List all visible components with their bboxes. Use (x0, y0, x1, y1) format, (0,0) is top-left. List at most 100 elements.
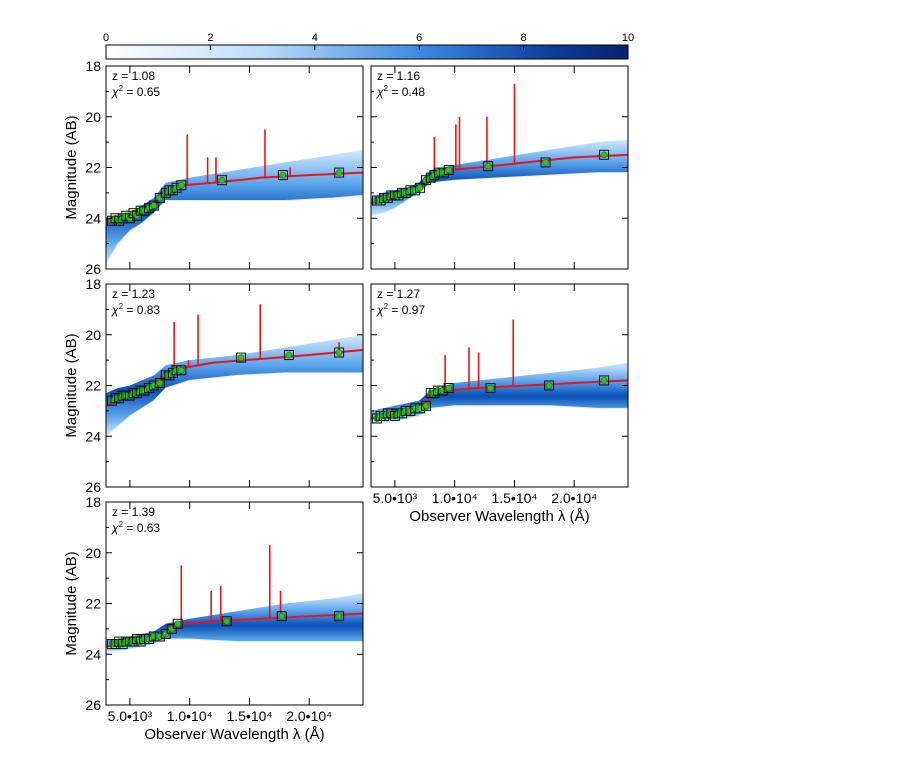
model-flux-box (176, 180, 187, 191)
y-tick-label: 24 (85, 646, 101, 662)
y-tick-label: 18 (85, 494, 101, 510)
y-tick-label: 26 (85, 479, 101, 495)
chi-symbol: χ (111, 85, 119, 99)
chi-exponent: 2 (119, 302, 124, 311)
chi-value: = 0.97 (388, 303, 425, 317)
panel-5: 18 20 22 24 26 5.0•10³ 1.0•10⁴ 1.5•10⁴ 2.0•10⁴ z … (63, 494, 364, 743)
photometry-point (218, 176, 226, 184)
model-flux-box (483, 161, 494, 172)
photometry-point (445, 166, 452, 174)
colorbar-ticks: 0 2 4 6 8 10 (103, 32, 634, 50)
photometry-point (279, 171, 287, 179)
model-flux-box (283, 350, 294, 361)
x-tick-label: 1.0•10⁴ (167, 708, 213, 724)
photometry-point (178, 366, 185, 374)
probability-band (106, 334, 363, 437)
photometry-point (484, 162, 492, 170)
redshift-label: z = 1.27 (377, 287, 420, 301)
colorbar: 0 2 4 6 8 10 (103, 32, 634, 60)
chi-symbol: χ (111, 521, 119, 535)
photometry-point (285, 351, 293, 359)
x-tick-label: 2.0•10⁴ (286, 708, 332, 724)
y-axis-label: Magnitude (AB) (63, 115, 80, 219)
model-flux-box (334, 167, 345, 178)
chi-symbol: χ (376, 85, 384, 99)
model-flux-box (443, 165, 454, 176)
panel-3: 18 20 22 24 26 z = 1.23 χ2 = 0.83 Magnitude (AB… (63, 276, 364, 495)
y-tick-label: 20 (85, 109, 101, 125)
model-flux-box (277, 170, 288, 181)
x-tick-label: 2.0•10⁴ (551, 490, 597, 506)
chi-exponent: 2 (384, 302, 389, 311)
x-tick-label: 5.0•10³ (373, 490, 418, 506)
model-flux-box (420, 400, 431, 411)
chi-value: = 0.63 (123, 521, 160, 535)
model-flux-box (154, 377, 165, 388)
model-flux-box (160, 628, 171, 639)
photometry-point (422, 402, 430, 410)
photometry-point (133, 212, 141, 220)
model-flux-box (148, 200, 159, 211)
x-tick-label: 5.0•10³ (108, 708, 153, 724)
y-tick-label: 20 (85, 327, 101, 343)
model-flux-box (216, 175, 227, 186)
photometry-point (445, 384, 452, 392)
band-lower-edge (106, 372, 363, 437)
photometry-point (162, 630, 170, 638)
photometry-point (487, 384, 494, 392)
photometry-point (335, 169, 343, 176)
photometry-point (278, 612, 286, 620)
chi-value: = 0.48 (388, 85, 425, 99)
x-tick-label: 1.5•10⁴ (226, 708, 272, 724)
chi-square-label: χ2 = 0.63 (111, 520, 160, 535)
y-tick-label: 24 (85, 428, 101, 444)
plot-area (106, 545, 363, 653)
colorbar-tick-label: 6 (416, 32, 422, 44)
band-lower-edge (106, 194, 363, 265)
photometry-point (223, 617, 231, 625)
model-flux-box (221, 616, 232, 627)
y-tick-label: 18 (85, 276, 101, 292)
colorbar-bar (105, 44, 629, 60)
y-tick-label: 22 (85, 378, 101, 394)
photometry-point (150, 202, 158, 209)
photometry-point (178, 181, 185, 189)
y-tick-label: 26 (85, 697, 101, 713)
chi-symbol: χ (111, 303, 119, 317)
redshift-label: z = 1.16 (377, 69, 420, 83)
y-tick-label: 18 (85, 58, 101, 74)
photometry-point (174, 620, 182, 628)
model-flux-box (276, 611, 287, 622)
redshift-label: z = 1.08 (112, 69, 155, 83)
model-flux-box (485, 383, 496, 394)
model-flux-box (176, 365, 187, 376)
chi-square-label: χ2 = 0.65 (111, 84, 160, 99)
y-tick-label: 20 (85, 545, 101, 561)
redshift-label: z = 1.23 (112, 287, 155, 301)
photometry-point (600, 377, 608, 384)
plot-area (106, 129, 363, 265)
model-flux-box (443, 383, 454, 394)
chi-exponent: 2 (119, 520, 124, 529)
photometry-point (542, 159, 549, 166)
y-tick-label: 22 (85, 596, 101, 612)
photometry-point (237, 354, 245, 361)
model-flux-box (124, 213, 135, 224)
plot-area (106, 304, 363, 437)
x-axis-label: Observer Wavelength λ (Å) (144, 726, 324, 743)
chi-square-label: χ2 = 0.97 (376, 302, 425, 317)
model-flux-box (132, 210, 143, 221)
chi-value: = 0.83 (123, 303, 160, 317)
photometry-point (150, 633, 158, 640)
y-axis-label: Magnitude (AB) (63, 551, 80, 655)
y-axis-label: Magnitude (AB) (63, 333, 80, 437)
colorbar-tick-label: 10 (622, 32, 634, 44)
chi-exponent: 2 (119, 84, 124, 93)
photometry-point (335, 349, 343, 356)
photometry-point (600, 151, 608, 159)
x-axis-label: Observer Wavelength λ (Å) (409, 508, 589, 525)
chi-exponent: 2 (384, 84, 389, 93)
